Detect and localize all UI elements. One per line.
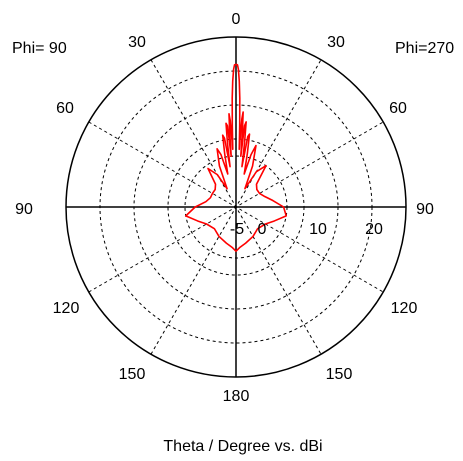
phi-left-label: Phi= 90 <box>12 40 67 57</box>
angle-tick-90-left: 90 <box>15 201 33 218</box>
radial-tick-minus5: -5 <box>230 221 244 238</box>
angle-tick-120-right: 120 <box>391 300 418 317</box>
radial-tick-0: 0 <box>258 221 267 238</box>
x-axis-title: Theta / Degree vs. dBi <box>163 438 322 455</box>
tick-labels: Phi= 90 Phi=270 0 30 30 60 60 90 90 120 … <box>12 11 454 455</box>
angle-tick-150-left: 150 <box>119 366 146 383</box>
angle-tick-0: 0 <box>232 11 241 28</box>
spoke-150 <box>150 59 322 355</box>
angle-tick-30-left: 30 <box>128 34 146 51</box>
polar-grid <box>65 36 407 378</box>
radial-tick-20: 20 <box>365 221 383 238</box>
angle-tick-180: 180 <box>223 388 250 405</box>
angle-tick-30-right: 30 <box>327 34 345 51</box>
phi-right-label: Phi=270 <box>395 40 454 57</box>
series-group <box>184 63 288 252</box>
radial-tick-10: 10 <box>309 221 327 238</box>
angle-tick-60-right: 60 <box>389 100 407 117</box>
angle-tick-90-right: 90 <box>416 201 434 218</box>
angle-tick-60-left: 60 <box>56 100 74 117</box>
series-line-0 <box>184 63 288 252</box>
angle-tick-150-right: 150 <box>326 366 353 383</box>
angle-tick-120-left: 120 <box>53 300 80 317</box>
